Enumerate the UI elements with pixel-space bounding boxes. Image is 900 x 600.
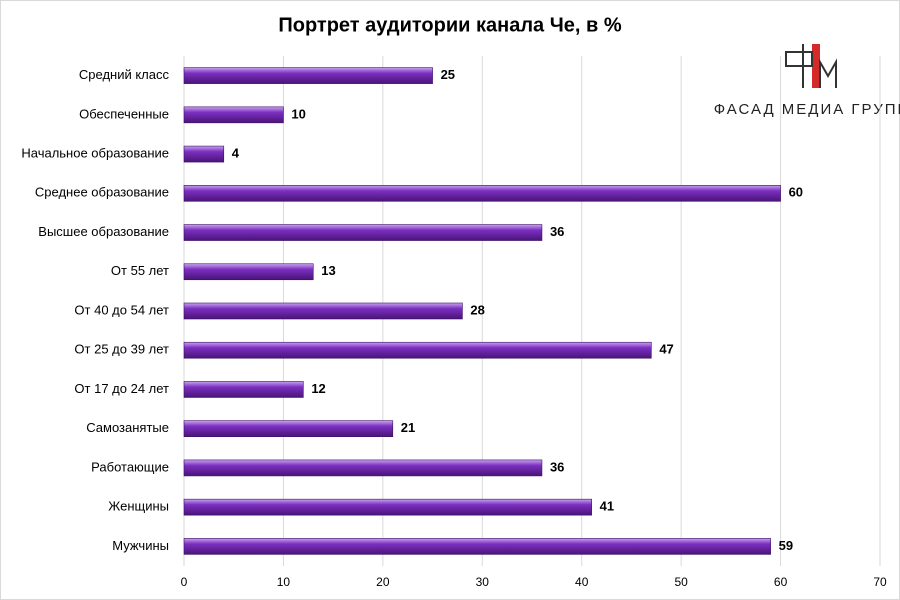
bar	[183, 263, 314, 281]
value-label: 25	[441, 67, 455, 82]
logo: ФАСАД МЕДИА ГРУПП	[714, 44, 900, 118]
x-tick-label: 30	[476, 575, 490, 589]
bar	[183, 420, 394, 437]
bar	[183, 145, 225, 163]
logo-text: ФАСАД МЕДИА ГРУПП	[714, 101, 900, 118]
bar	[183, 302, 463, 320]
value-label: 36	[550, 224, 564, 239]
value-label: 36	[550, 459, 564, 474]
y-tick-label: От 40 до 54 лет	[74, 302, 169, 317]
y-tick-label: Работающие	[91, 459, 169, 474]
value-label: 21	[401, 420, 415, 435]
bar	[183, 67, 433, 84]
y-tick-label: Мужчины	[112, 538, 169, 553]
bar	[183, 224, 543, 241]
value-label: 47	[659, 342, 673, 357]
value-label: 10	[291, 106, 305, 121]
value-label: 4	[232, 146, 240, 161]
y-tick-label: Среднее образование	[35, 185, 169, 200]
bar	[183, 185, 781, 202]
bar	[183, 498, 592, 516]
x-tick-label: 60	[774, 575, 788, 589]
bar	[183, 341, 652, 359]
y-tick-label: От 25 до 39 лет	[74, 342, 169, 357]
x-tick-label: 70	[873, 575, 887, 589]
logo-shape	[785, 51, 813, 67]
value-label: 60	[789, 185, 803, 200]
logo-m	[819, 58, 837, 88]
y-tick-label: Средний класс	[79, 67, 170, 82]
y-tick-label: Женщины	[108, 499, 169, 514]
y-tick-label: Начальное образование	[21, 146, 169, 161]
bar	[183, 459, 543, 477]
x-tick-label: 40	[575, 575, 589, 589]
value-label: 28	[470, 302, 484, 317]
bar	[183, 106, 284, 124]
value-label: 41	[600, 499, 614, 514]
bar	[183, 381, 304, 398]
value-label: 12	[311, 381, 325, 396]
x-tick-label: 20	[376, 575, 390, 589]
y-tick-label: От 55 лет	[111, 263, 169, 278]
y-tick-label: От 17 до 24 лет	[74, 381, 169, 396]
bar	[183, 538, 771, 555]
chart-title: Портрет аудитории канала Че, в %	[278, 14, 621, 36]
y-tick-label: Самозанятые	[86, 420, 169, 435]
x-tick-label: 10	[277, 575, 291, 589]
x-tick-label: 0	[181, 575, 188, 589]
x-tick-label: 50	[674, 575, 688, 589]
y-tick-label: Обеспеченные	[79, 106, 169, 121]
value-label: 13	[321, 263, 335, 278]
value-label: 59	[779, 538, 793, 553]
logo-bar	[812, 44, 820, 88]
y-tick-label: Высшее образование	[38, 224, 169, 239]
